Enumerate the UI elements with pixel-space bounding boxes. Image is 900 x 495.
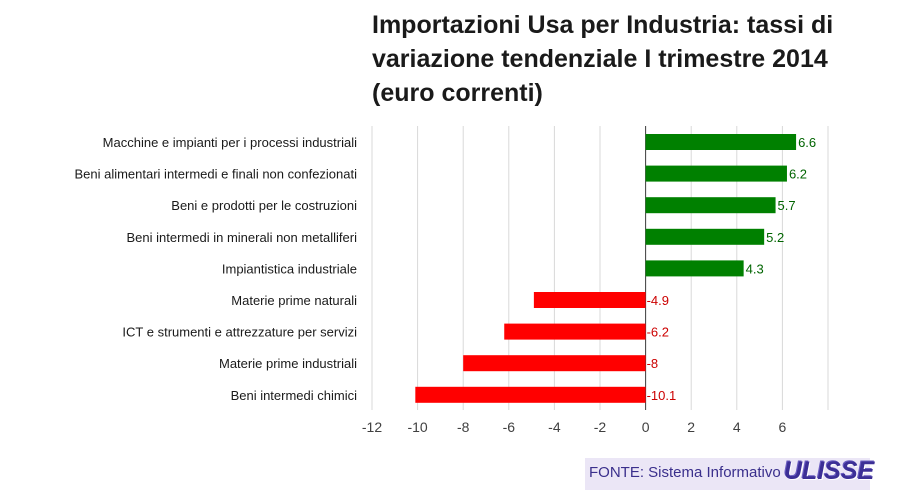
value-label: 5.7 [778,198,796,213]
category-label: Beni e prodotti per le costruzioni [171,198,357,213]
x-axis-tick-labels: -12 -10 -8 -6 -4 -2 0 2 4 6 [362,419,787,435]
x-tick-label: 6 [779,419,787,435]
x-tick-label: -6 [503,419,516,435]
x-tick-label: 2 [687,419,695,435]
category-label: Materie prime naturali [231,293,357,308]
x-tick-label: -8 [457,419,470,435]
x-tick-label: -12 [362,419,382,435]
category-label: Beni intermedi chimici [231,388,358,403]
category-label: Beni alimentari intermedi e finali non c… [74,167,357,182]
chart-title: Importazioni Usa per Industria: tassi di… [372,11,834,107]
bar [533,292,646,308]
category-label: Beni intermedi in minerali non metallife… [127,230,358,245]
bar [415,386,646,403]
x-tick-label: -10 [407,419,427,435]
bar [463,355,646,372]
category-label: Impiantistica industriale [222,261,357,276]
x-tick-label: -2 [594,419,607,435]
bar [645,228,765,245]
value-label: 5.2 [766,230,784,245]
ulisse-logo: ULISSE [784,457,875,485]
bar [645,260,744,277]
value-label: -8 [647,356,659,371]
bar [645,134,797,150]
category-label: ICT e strumenti e attrezzature per servi… [122,325,357,340]
value-label: 6.2 [789,167,807,182]
bar [645,197,776,214]
bar [504,323,646,340]
x-tick-label: -4 [548,419,561,435]
value-labels: 6.6 6.2 5.7 5.2 4.3 -4.9 -6.2 -8 -10.1 [647,135,817,403]
category-label: Macchine e impianti per i processi indus… [103,135,357,150]
source-box: FONTE: Sistema Informativo ULISSE [585,457,874,490]
source-text: FONTE: Sistema Informativo [589,464,781,481]
x-tick-label: 0 [642,419,650,435]
value-label: -10.1 [647,388,677,403]
value-label: -6.2 [647,325,669,340]
x-tick-label: 4 [733,419,741,435]
value-label: 4.3 [746,261,764,276]
bars [415,134,797,403]
value-label: 6.6 [798,135,816,150]
category-label: Materie prime industriali [219,356,357,371]
bar [645,165,787,182]
category-labels: Macchine e impianti per i processi indus… [74,135,357,403]
value-label: -4.9 [647,293,669,308]
